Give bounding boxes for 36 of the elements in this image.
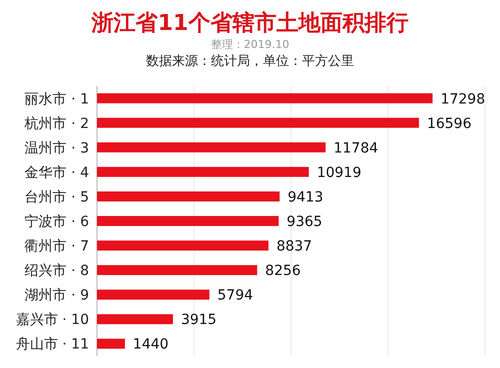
y-tick-label: 杭州市 · 2 [24,116,89,132]
chart-subtitle: 整理：2019.10 [210,38,290,51]
bar [97,290,210,300]
y-tick-label: 宁波市 · 6 [24,214,90,230]
chart-title: 浙江省11个省辖市土地面积排行 [90,10,408,36]
bar [97,93,433,104]
data-label: 9413 [288,189,324,206]
data-label: 3915 [180,312,217,328]
y-tick-label: 丽水市 · 1 [24,91,89,108]
data-label: 10919 [316,164,362,181]
y-tick-label: 衢州市 · 7 [24,238,89,255]
data-label: 8256 [265,263,301,280]
data-label: 1440 [132,336,169,353]
y-tick-label: 绍兴市 · 8 [24,263,89,280]
bar [97,265,258,276]
y-tick-label: 温州市 · 3 [24,140,89,156]
source-note: 数据来源：统计局，单位：平方公里 [146,53,354,69]
data-label: 5794 [217,288,254,304]
data-label: 16596 [426,116,472,132]
bar [97,240,268,251]
bar [97,142,326,152]
bar [97,191,280,202]
y-tick-label: 金华市 · 4 [24,164,90,181]
y-tick-label: 湖州市 · 9 [24,288,89,304]
bar [97,118,419,128]
y-tick-label: 舟山市 · 11 [16,336,89,353]
data-label: 8837 [276,238,312,255]
data-label: 17298 [440,91,486,108]
bar [97,338,125,349]
bar [97,166,309,177]
data-label: 11784 [334,140,378,156]
bar [97,216,279,226]
y-tick-label: 台州市 · 5 [24,189,89,206]
data-label: 9365 [286,214,322,230]
y-tick-label: 嘉兴市 · 10 [16,312,89,328]
bar [97,314,173,324]
